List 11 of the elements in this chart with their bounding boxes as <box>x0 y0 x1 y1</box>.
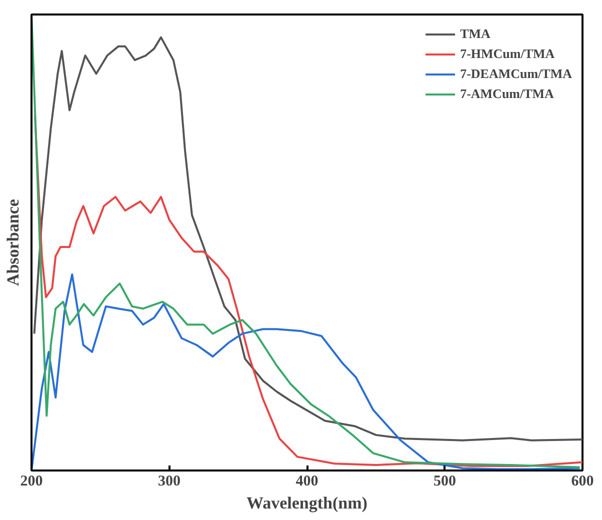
y-axis-title: Absorbance <box>4 198 22 286</box>
legend-label: TMA <box>460 26 490 42</box>
legend-label: 7-DEAMCum/TMA <box>460 66 572 82</box>
x-tick-label: 500 <box>434 474 456 490</box>
x-tick-label: 200 <box>20 474 43 490</box>
legend-label: 7-AMCum/TMA <box>460 86 554 102</box>
x-axis-title: Wavelength(nm) <box>246 494 368 512</box>
x-tick-label: 600 <box>571 474 594 490</box>
x-tick-label: 300 <box>158 474 180 490</box>
legend-label: 7-HMCum/TMA <box>460 46 555 62</box>
x-tick-label: 400 <box>296 474 318 490</box>
